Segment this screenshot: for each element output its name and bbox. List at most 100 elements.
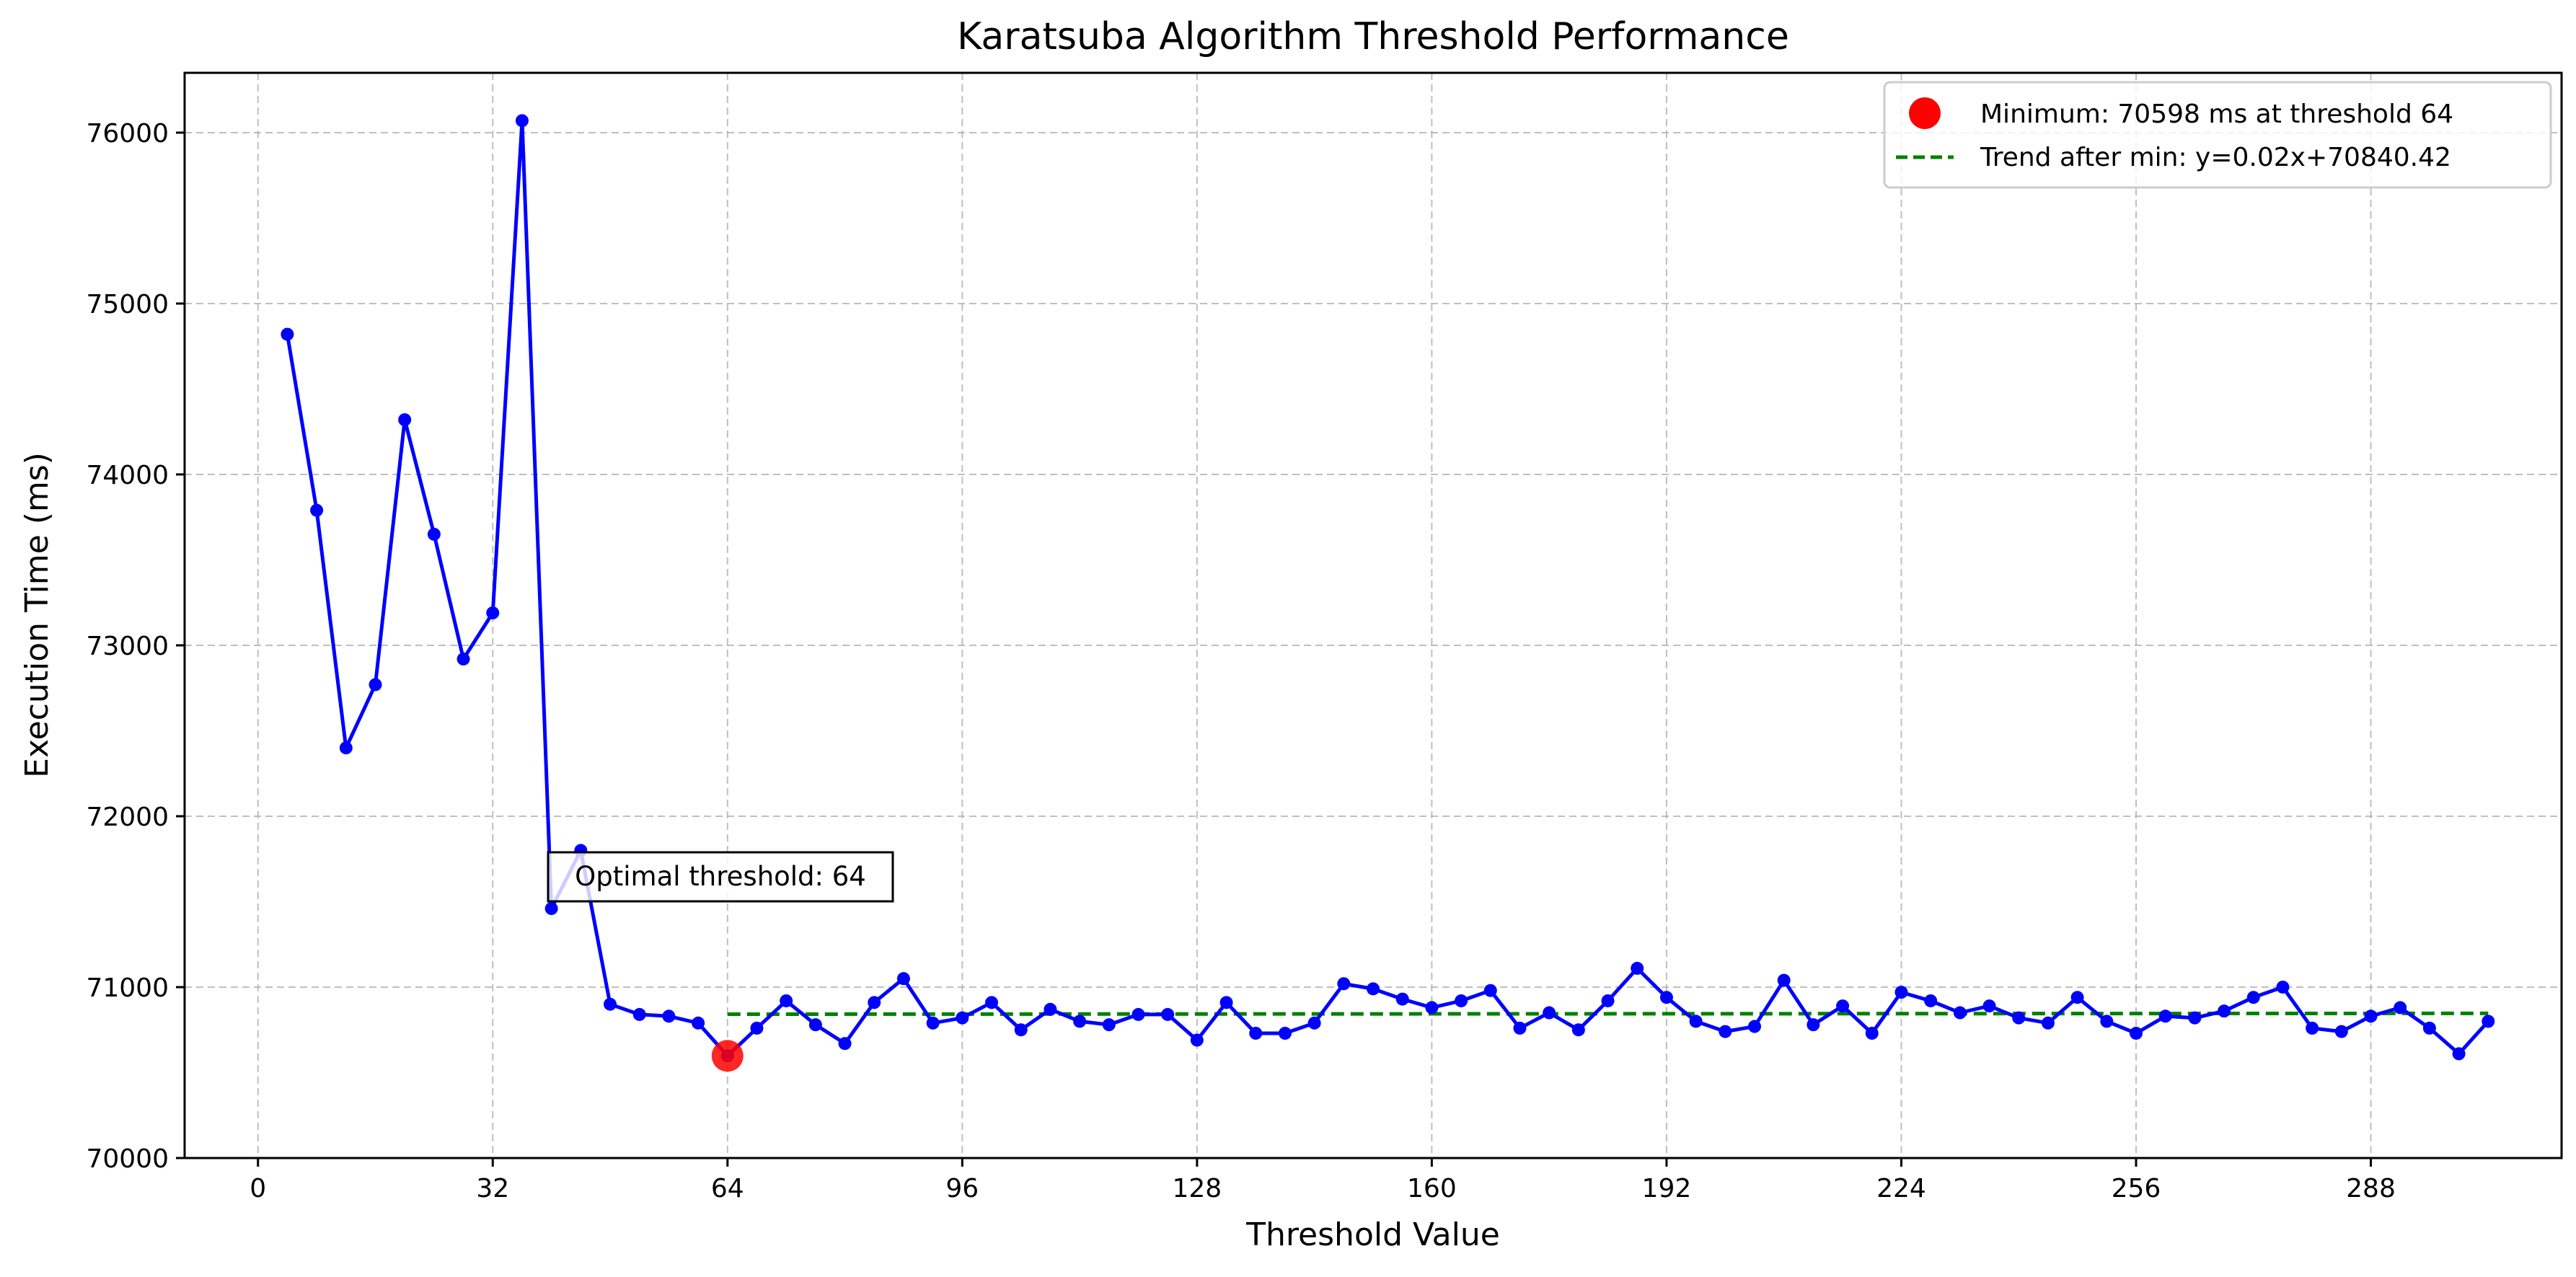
data-point xyxy=(1307,1016,1321,1030)
data-point xyxy=(1161,1007,1175,1021)
series-layer xyxy=(281,114,2495,1063)
data-point xyxy=(1395,992,1409,1006)
series-line xyxy=(285,118,2490,1058)
data-point xyxy=(2129,1026,2143,1040)
x-tick-label: 128 xyxy=(1172,1174,1222,1203)
data-point xyxy=(1953,1006,1967,1020)
data-point xyxy=(369,678,382,691)
data-point xyxy=(956,1011,969,1025)
y-tick-label: 70000 xyxy=(86,1144,169,1174)
data-point xyxy=(2364,1009,2378,1023)
data-point xyxy=(339,741,353,755)
legend-frame xyxy=(1883,81,2552,189)
data-point xyxy=(1719,1025,1732,1038)
data-point xyxy=(1219,996,1233,1009)
data-point xyxy=(2306,1021,2319,1035)
y-tick-label: 72000 xyxy=(86,803,169,832)
data-point xyxy=(1425,1001,1439,1015)
data-point xyxy=(750,1021,764,1035)
data-point xyxy=(1543,1006,1556,1020)
data-point xyxy=(310,503,324,517)
x-axis-ticks: 0 32 64 96 128 160 192 224 256 288 xyxy=(250,1158,2396,1203)
optimal-threshold-annotation: Optimal threshold: 64 xyxy=(547,851,894,903)
x-tick-label: 96 xyxy=(945,1174,979,1203)
data-point xyxy=(2218,1004,2231,1018)
legend-minimum-marker xyxy=(1909,97,1941,129)
legend: Minimum: 70598 ms at threshold 64 Trend … xyxy=(1883,81,2552,189)
data-point xyxy=(1982,999,1996,1013)
x-tick-label: 288 xyxy=(2346,1174,2396,1203)
data-point xyxy=(486,606,500,619)
data-point xyxy=(1102,1018,1116,1032)
data-point xyxy=(1631,961,1644,975)
data-point xyxy=(868,996,881,1009)
y-tick-label: 71000 xyxy=(86,973,169,1003)
x-tick-label: 256 xyxy=(2112,1174,2161,1203)
y-tick-label: 76000 xyxy=(86,119,169,149)
y-tick-label: 73000 xyxy=(86,632,169,661)
data-point xyxy=(2394,1001,2407,1015)
data-point xyxy=(281,327,294,341)
plot-area-frame xyxy=(183,71,2563,1159)
data-point xyxy=(456,652,470,666)
annotation-text: Optimal threshold: 64 xyxy=(575,861,866,892)
data-point xyxy=(985,996,999,1009)
data-point xyxy=(780,994,793,1007)
data-point xyxy=(398,413,412,427)
y-tick-label: 75000 xyxy=(86,290,169,319)
data-point xyxy=(1337,977,1351,991)
y-tick-label: 74000 xyxy=(86,461,169,490)
data-point xyxy=(1601,994,1615,1007)
data-point xyxy=(2041,1016,2055,1030)
legend-minimum-label: Minimum: 70598 ms at threshold 64 xyxy=(1980,100,2453,129)
x-tick-label: 0 xyxy=(250,1174,266,1203)
data-point xyxy=(2334,1025,2348,1038)
data-point xyxy=(2100,1015,2114,1028)
data-point xyxy=(2158,1009,2172,1023)
data-point xyxy=(838,1037,852,1051)
data-point xyxy=(2422,1021,2436,1035)
data-point xyxy=(427,527,441,541)
data-point xyxy=(1894,986,1908,999)
data-point xyxy=(896,972,910,986)
data-point xyxy=(1865,1026,1879,1040)
data-point xyxy=(515,114,529,128)
x-tick-label: 64 xyxy=(711,1174,744,1203)
y-axis-label: Execution Time (ms) xyxy=(19,452,56,778)
data-point xyxy=(1689,1015,1703,1028)
data-point xyxy=(2070,991,2084,1004)
data-point xyxy=(1132,1007,1145,1021)
data-point xyxy=(692,1016,705,1030)
data-point xyxy=(1483,984,1497,997)
chart-title: Karatsuba Algorithm Threshold Performanc… xyxy=(957,15,1789,58)
data-point xyxy=(2012,1011,2026,1025)
data-point xyxy=(1249,1026,1263,1040)
data-point xyxy=(808,1018,822,1032)
data-point xyxy=(1924,994,1938,1007)
data-point xyxy=(1513,1021,1527,1035)
annotation-box xyxy=(547,851,894,903)
data-point xyxy=(2482,1015,2495,1028)
data-point xyxy=(2276,980,2290,994)
data-point xyxy=(2188,1011,2202,1025)
data-point xyxy=(1836,999,1850,1013)
data-point xyxy=(1278,1026,1292,1040)
data-point xyxy=(1807,1018,1820,1032)
data-point xyxy=(1747,1020,1761,1033)
x-tick-label: 32 xyxy=(476,1174,509,1203)
data-point xyxy=(1190,1033,1204,1047)
y-axis-ticks: 70000 71000 72000 73000 74000 75000 76000 xyxy=(86,119,185,1174)
minimum-marker-layer xyxy=(711,1040,744,1072)
data-point xyxy=(2452,1047,2466,1061)
data-point xyxy=(604,997,617,1011)
x-tick-label: 224 xyxy=(1876,1174,1926,1203)
data-point xyxy=(1044,1002,1057,1016)
grid xyxy=(185,73,2562,1159)
x-axis-label: Threshold Value xyxy=(1245,1216,1500,1253)
data-point xyxy=(1367,982,1380,996)
data-point xyxy=(1014,1023,1028,1037)
x-tick-label: 192 xyxy=(1642,1174,1692,1203)
legend-trend-label: Trend after min: y=0.02x+70840.42 xyxy=(1980,143,2451,172)
data-point xyxy=(1659,991,1673,1004)
